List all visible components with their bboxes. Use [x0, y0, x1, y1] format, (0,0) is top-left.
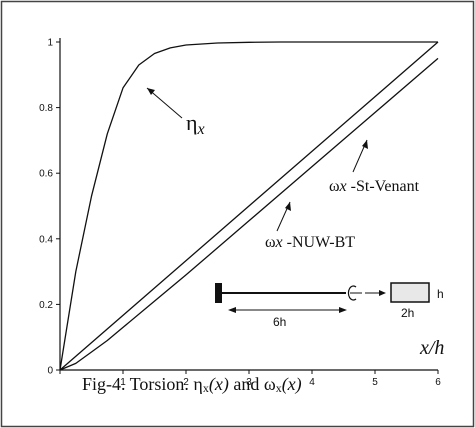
st-venant-label-rest: -St-Venant — [347, 178, 420, 195]
caption-eta-arg: (x) — [209, 374, 229, 395]
caption-conj: and — [229, 374, 264, 394]
y-tick-label: 0.2 — [39, 300, 53, 311]
eta-label-main: η — [186, 110, 198, 135]
caption-eta: η — [193, 374, 202, 394]
torque-symbol — [347, 285, 357, 301]
x-tick-label: 4 — [309, 377, 315, 388]
omega-st-venant-line — [59, 41, 439, 371]
y-tick-label: 0 — [47, 366, 53, 377]
beam-length-label: 6h — [273, 315, 286, 329]
beam-inset: h 2h 6h — [215, 282, 444, 329]
y-tick-label: 0.4 — [39, 234, 53, 245]
nuw-bt-label: ωx -NUW-BT — [265, 234, 355, 251]
eta-arrow-head — [147, 88, 155, 95]
x-tick-label: 3 — [246, 377, 252, 388]
caption-omega: ω — [264, 374, 276, 394]
eta-arrow — [146, 87, 183, 119]
nuw-bt-label-rest: -NUW-BT — [283, 234, 356, 251]
y-tick-label: 0.6 — [39, 169, 53, 180]
nuw-bt-label-sub: x — [275, 234, 283, 251]
x-tick-label: 6 — [435, 377, 441, 388]
figure-caption: Fig-4. Torsion. ηx(x) and ωx(x) — [82, 374, 302, 395]
caption-prefix: Fig-4. Torsion. — [82, 374, 193, 394]
section-arrow-head — [379, 290, 386, 296]
x-tick-label: 1 — [120, 377, 126, 388]
section-height-label: h — [437, 287, 444, 301]
st-venant-label-main: ω — [329, 178, 340, 195]
length-arrow-left — [228, 307, 236, 313]
caption-eta-sub: x — [203, 381, 209, 395]
x-tick-label: 5 — [372, 377, 378, 388]
nuw-bt-label-main: ω — [265, 234, 276, 251]
nuw-bt-arrow-head — [285, 202, 291, 211]
axis-ticks: 1 2 3 4 5 6 0 0.2 0.4 0.6 0.8 1 — [39, 38, 441, 389]
x-axis-label: x/h — [419, 337, 444, 359]
eta-x-curve — [59, 41, 438, 371]
st-venant-label: ωx -St-Venant — [329, 178, 420, 195]
caption-omega-sub: x — [276, 381, 282, 395]
caption-omega-arg: (x) — [282, 374, 302, 395]
y-tick-label: 1 — [47, 38, 53, 49]
eta-label-sub: x — [197, 121, 205, 138]
beam-clamp — [215, 283, 222, 303]
series-group — [59, 41, 439, 371]
section-width-label: 2h — [401, 306, 414, 320]
omega-nuw-bt-curve — [59, 57, 439, 371]
eta-label: ηx — [186, 110, 205, 138]
st-venant-label-sub: x — [339, 178, 347, 195]
cross-section — [390, 282, 430, 303]
x-tick-label: 2 — [183, 377, 189, 388]
length-arrow-right — [339, 307, 347, 313]
st-venant-arrow-head — [362, 140, 368, 149]
y-tick-label: 0.8 — [39, 103, 53, 114]
